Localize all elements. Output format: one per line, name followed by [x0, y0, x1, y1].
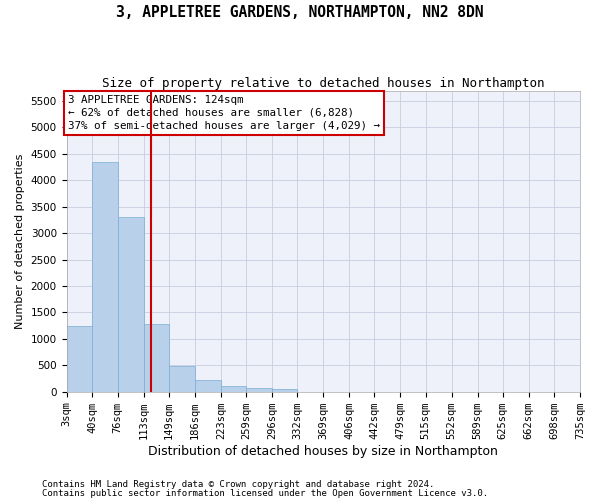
Bar: [143, 324, 169, 392]
Bar: [221, 386, 246, 392]
Bar: [246, 388, 272, 392]
Bar: [169, 366, 195, 392]
Text: Contains public sector information licensed under the Open Government Licence v3: Contains public sector information licen…: [42, 488, 488, 498]
Bar: [118, 218, 143, 392]
Bar: [195, 380, 221, 392]
Y-axis label: Number of detached properties: Number of detached properties: [15, 154, 25, 329]
Bar: [272, 389, 298, 392]
Text: 3 APPLETREE GARDENS: 124sqm
← 62% of detached houses are smaller (6,828)
37% of : 3 APPLETREE GARDENS: 124sqm ← 62% of det…: [68, 94, 380, 131]
Text: 3, APPLETREE GARDENS, NORTHAMPTON, NN2 8DN: 3, APPLETREE GARDENS, NORTHAMPTON, NN2 8…: [116, 5, 484, 20]
Text: Contains HM Land Registry data © Crown copyright and database right 2024.: Contains HM Land Registry data © Crown c…: [42, 480, 434, 489]
Bar: [92, 162, 118, 392]
Bar: [67, 326, 92, 392]
X-axis label: Distribution of detached houses by size in Northampton: Distribution of detached houses by size …: [148, 444, 498, 458]
Title: Size of property relative to detached houses in Northampton: Size of property relative to detached ho…: [102, 78, 545, 90]
